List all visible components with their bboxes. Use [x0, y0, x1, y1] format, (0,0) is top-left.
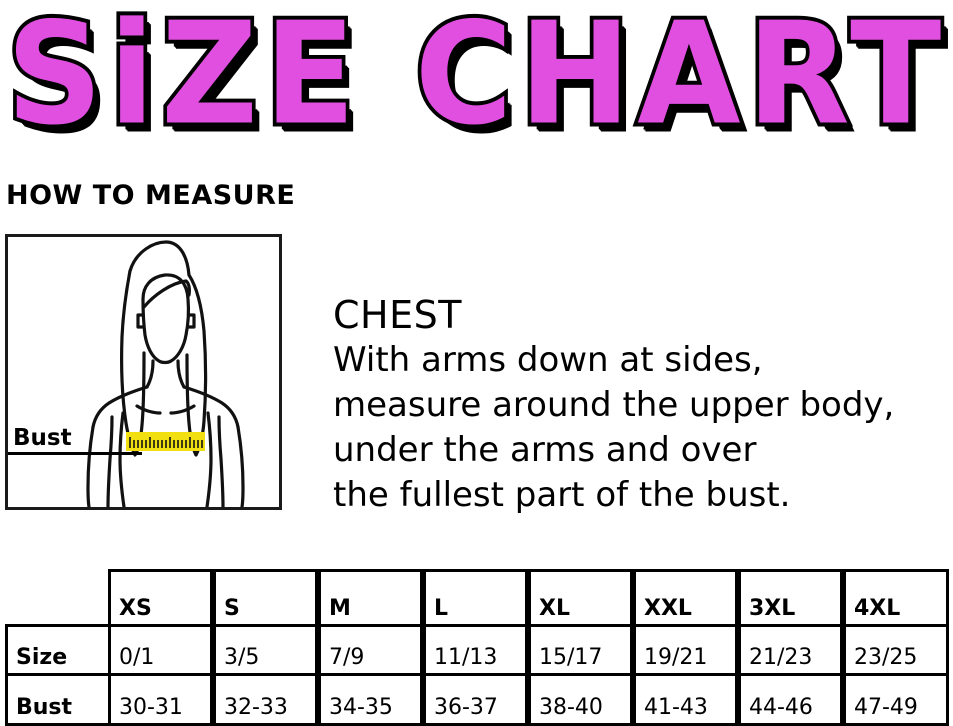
chest-description-line-3: under the arms and over: [333, 430, 757, 470]
table-header-m: M: [318, 569, 423, 627]
table-row: 44-46: [738, 673, 843, 726]
chest-description-line-2: measure around the upper body,: [333, 385, 895, 425]
table-row: 7/9: [318, 624, 423, 676]
table-row-label-bust: Bust: [5, 673, 111, 726]
table-row: 23/25: [843, 624, 949, 676]
table-header-s: S: [213, 569, 318, 627]
table-row: 11/13: [423, 624, 528, 676]
table-header-4xl: 4XL: [843, 569, 949, 627]
chest-description-block: CHEST With arms down at sides, measure a…: [333, 292, 894, 518]
table-row: 38-40: [528, 673, 633, 726]
table-row: 36-37: [423, 673, 528, 726]
bust-leader-line: [8, 452, 142, 455]
how-to-measure-heading: HOW TO MEASURE: [6, 180, 296, 211]
table-row: 32-33: [213, 673, 318, 726]
size-table: XS S M L XL XXL 3XL 4XL Size 0/1 3/5 7/9…: [5, 569, 949, 726]
chest-heading: CHEST: [333, 293, 462, 337]
female-torso-figure-icon: [86, 240, 245, 507]
table-header-3xl: 3XL: [738, 569, 843, 627]
page-title-banner: SiZE CHART: [0, 0, 953, 156]
table-row: 15/17: [528, 624, 633, 676]
chest-description-line-1: With arms down at sides,: [333, 340, 763, 380]
table-row: 3/5: [213, 624, 318, 676]
table-header-xxl: XXL: [633, 569, 738, 627]
page-title: SiZE CHART: [3, 0, 948, 157]
table-header-xl: XL: [528, 569, 633, 627]
chest-description-line-4: the fullest part of the bust.: [333, 475, 791, 515]
table-row: 47-49: [843, 673, 949, 726]
table-row: 34-35: [318, 673, 423, 726]
table-row: 0/1: [108, 624, 213, 676]
bust-measurement-label: Bust: [13, 425, 72, 451]
table-row-label-size: Size: [5, 624, 111, 676]
table-row: 41-43: [633, 673, 738, 726]
table-header-xs: XS: [108, 569, 213, 627]
table-header-l: L: [423, 569, 528, 627]
measurement-illustration-panel: [5, 234, 282, 510]
table-row: 30-31: [108, 673, 213, 726]
table-row: 19/21: [633, 624, 738, 676]
table-row: 21/23: [738, 624, 843, 676]
